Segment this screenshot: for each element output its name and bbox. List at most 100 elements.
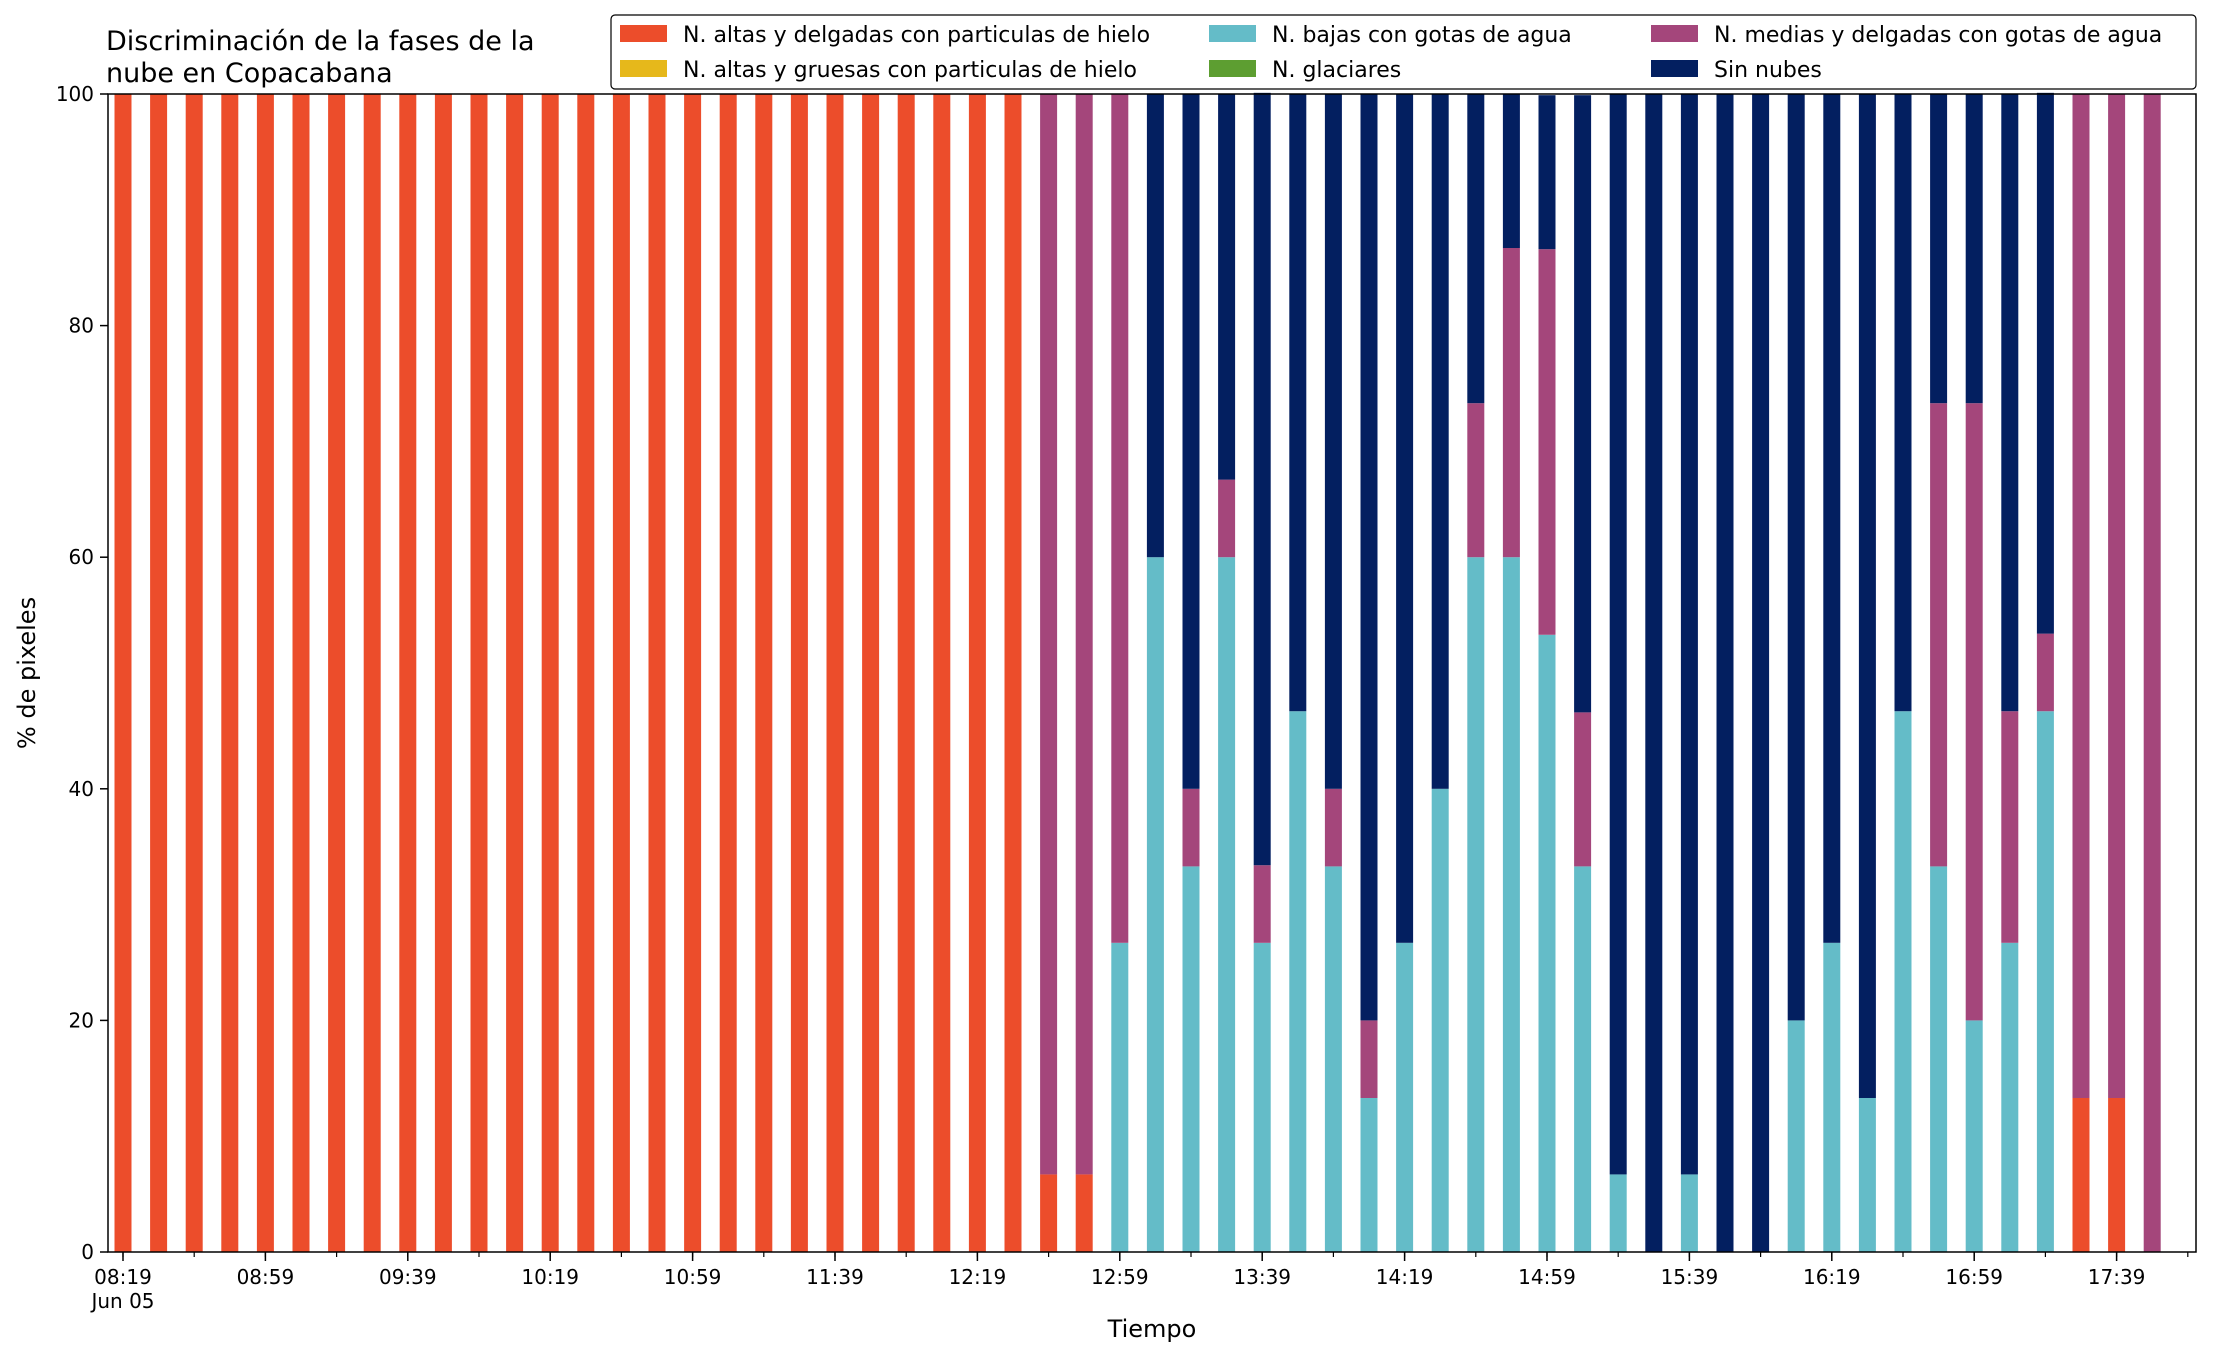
bar-segment [577, 94, 595, 1252]
bar-segment [1146, 557, 1164, 1252]
bar-segment [612, 94, 630, 1252]
legend-box [610, 14, 2197, 90]
bar-segment [1645, 94, 1663, 1252]
bar-segment [1609, 94, 1627, 1175]
bar-segment [1040, 94, 1058, 1175]
bar-segment [2036, 633, 2054, 712]
bar-segment [1930, 94, 1948, 404]
legend-label: N. altas y delgadas con particulas de hi… [683, 23, 1150, 48]
bar-segment [1538, 95, 1556, 250]
bar-segment [933, 94, 951, 1252]
x-tick-label: 15:39 [1661, 1265, 1719, 1289]
bar-segment [1930, 403, 1948, 867]
bar-segment [185, 94, 203, 1252]
bar-segment [790, 94, 808, 1252]
bar-segment [1218, 94, 1236, 480]
bar-segment [1609, 1174, 1627, 1252]
bar-segment [1574, 95, 1592, 713]
bar-segment [1004, 94, 1022, 1252]
bar-segment [1858, 1097, 1876, 1252]
bar-segment [1716, 94, 1734, 1252]
bar-segment [1502, 94, 1520, 249]
chart-title: Discriminación de la fases de la nube en … [106, 26, 535, 89]
bar-segment [1218, 479, 1236, 558]
bar-segment [1823, 94, 1841, 943]
bar-segment [2001, 942, 2019, 1252]
bar-segment [755, 94, 773, 1252]
y-tick-label: 40 [69, 777, 94, 801]
plot-frame [107, 93, 2197, 1253]
x-tick-label: 16:59 [1945, 1265, 2003, 1289]
legend-swatch [620, 60, 667, 77]
legend-label: N. medias y delgadas con gotas de agua [1714, 23, 2162, 48]
bar-segment [1040, 1174, 1058, 1252]
x-tick-label: 09:39 [379, 1265, 437, 1289]
legend-label: Sin nubes [1714, 58, 1822, 83]
bar-segment [1289, 94, 1307, 712]
legend: N. altas y delgadas con particulas de hi… [610, 14, 2197, 90]
bar-segment [2001, 94, 2019, 712]
bar-segment [1502, 248, 1520, 558]
bar-segment [292, 94, 310, 1252]
bar-segment [826, 94, 844, 1252]
y-tick-label: 60 [69, 545, 94, 569]
bar-segment [2036, 711, 2054, 1252]
bar-segment [1467, 403, 1485, 558]
bar-segment [1680, 1174, 1698, 1252]
legend-label: N. bajas con gotas de agua [1272, 23, 1572, 48]
bar-segment [1253, 942, 1271, 1252]
bar-segment [2001, 711, 2019, 943]
bar-segment [1574, 866, 1592, 1252]
bar-segment [2072, 1097, 2090, 1252]
bar-segment [1965, 403, 1983, 1021]
bar-segment [1574, 712, 1592, 867]
bar-segment [1467, 557, 1485, 1252]
bar-segment [1431, 94, 1449, 789]
x-tick-label: 14:59 [1518, 1265, 1576, 1289]
bar-segment [1894, 711, 1912, 1252]
bar-segment [1502, 557, 1520, 1252]
y-tick-label: 20 [69, 1008, 94, 1032]
x-tick-label: 10:19 [521, 1265, 579, 1289]
y-tick-label: 100 [56, 82, 94, 106]
bar-segment [1253, 92, 1271, 866]
bar-segment [363, 94, 381, 1252]
x-tick-label: 16:19 [1803, 1265, 1861, 1289]
legend-label: N. altas y gruesas con particulas de hie… [683, 58, 1137, 83]
x-tick-label: 14:19 [1376, 1265, 1434, 1289]
bar-segment [1146, 94, 1164, 558]
bar-segment [1858, 94, 1876, 1098]
legend-swatch [1651, 60, 1698, 77]
bar-segment [719, 94, 737, 1252]
bar-segment [1111, 94, 1129, 943]
bar-segment [1182, 788, 1200, 867]
bar-segment [2072, 94, 2090, 1098]
legend-swatch [620, 25, 667, 42]
bar-segment [1360, 1097, 1378, 1252]
bar-segment [1075, 1174, 1093, 1252]
bar-segment [1253, 865, 1271, 943]
bar-segment [1324, 788, 1342, 867]
bar-segment [1324, 866, 1342, 1252]
bar-segment [2108, 1097, 2126, 1252]
bar-segment [1894, 94, 1912, 712]
bar-segment [328, 94, 346, 1252]
x-tick-label: 12:59 [1091, 1265, 1149, 1289]
legend-swatch [1209, 25, 1256, 42]
bar-segment [434, 94, 452, 1252]
y-tick-label: 80 [69, 314, 94, 338]
bar-segment [150, 94, 168, 1252]
x-tick-label: 12:19 [949, 1265, 1007, 1289]
bars-layer [114, 92, 2161, 1252]
bar-segment [1182, 866, 1200, 1252]
y-axis: 0 20 40 60 80 100 [56, 82, 108, 1264]
bar-segment [1182, 94, 1200, 789]
y-tick-label: 0 [81, 1240, 94, 1264]
bar-segment [399, 94, 417, 1252]
bar-segment [862, 94, 880, 1252]
x-axis: 08:19 Jun 05 08:59 09:39 10:19 10:59 11:39 12:1… [89, 1252, 2189, 1313]
bar-segment [1218, 557, 1236, 1252]
bar-segment [1324, 94, 1342, 789]
bar-segment [1965, 94, 1983, 404]
